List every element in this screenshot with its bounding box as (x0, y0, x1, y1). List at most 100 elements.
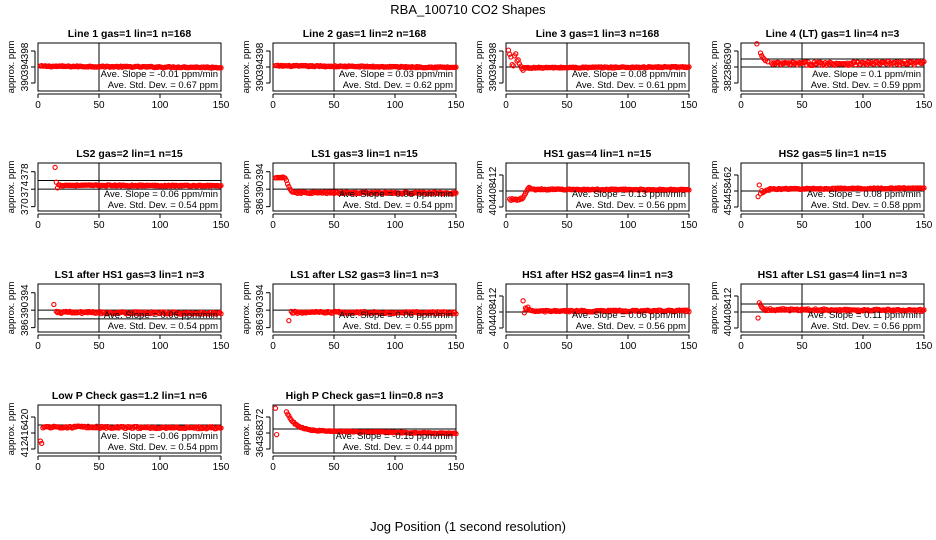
y-axis-title: approx. ppm (241, 403, 252, 456)
y-tick-label: 412 (723, 287, 734, 304)
x-tick-label: 50 (328, 462, 340, 473)
y-tick-label: 404 (488, 198, 499, 215)
chart-panel: LS2 gas=2 lin=1 n=15 0 50 100 150 370374378ap… (6, 148, 230, 231)
y-tick-label: 394 (255, 58, 266, 75)
data-point (803, 59, 809, 65)
x-tick-label: 50 (93, 341, 105, 352)
x-tick-label: 100 (387, 220, 404, 231)
y-axis-title: approx. ppm (241, 41, 252, 94)
x-tick-label: 50 (796, 100, 808, 111)
data-point (286, 183, 292, 190)
y-tick-label: 386 (20, 319, 31, 336)
x-tick-label: 0 (270, 341, 276, 352)
x-tick-label: 100 (855, 220, 872, 231)
slope-annotation: Ave. Slope = 0.08 ppm/min (572, 69, 686, 80)
x-tick-label: 0 (270, 220, 276, 231)
slope-annotation: Ave. Slope = 0.06 ppm/min (572, 310, 686, 321)
chart-title: Low P Check gas=1.2 lin=1 n=6 (52, 390, 207, 402)
data-point (519, 196, 525, 202)
std-dev-annotation: Ave. Std. Dev. = 0.54 ppm (108, 442, 218, 453)
x-tick-label: 0 (270, 462, 276, 473)
x-tick-label: 150 (916, 100, 933, 111)
chart-panel: Line 3 gas=1 lin=3 n=168 0 50 100 150 3903943… (474, 28, 698, 111)
chart-title: LS2 gas=2 lin=1 n=15 (76, 148, 183, 160)
slope-annotation: Ave. Slope = -0.01 ppm/min (101, 69, 218, 80)
x-tick-label: 0 (270, 100, 276, 111)
chart-panel: Low P Check gas=1.2 lin=1 n=6 0 50 100 150 41… (6, 390, 230, 473)
y-tick-label: 390 (20, 301, 31, 318)
slope-annotation: Ave. Slope = 0.06 ppm/min (104, 189, 218, 200)
y-axis-title: approx. ppm (474, 41, 485, 94)
data-point (272, 405, 279, 411)
x-tick-label: 50 (93, 462, 105, 473)
x-tick-label: 0 (35, 100, 41, 111)
chart-title: Line 3 gas=1 lin=3 n=168 (536, 28, 660, 40)
plot-frame (272, 162, 457, 212)
data-point (686, 64, 692, 70)
data-point (755, 315, 761, 321)
y-tick-label: 382 (723, 74, 734, 91)
chart-title: LS1 after LS2 gas=3 lin=1 n=3 (290, 269, 439, 281)
x-tick-label: 150 (448, 462, 465, 473)
chart-panel: High P Check gas=1 lin=0.8 n=3 0 50 100 150 3… (241, 390, 465, 473)
x-tick-label: 100 (152, 341, 169, 352)
data-point (453, 311, 459, 317)
y-tick-label: 412 (488, 166, 499, 183)
x-tick-label: 150 (681, 100, 698, 111)
slope-annotation: Ave. Slope = -0.06 ppm/min (101, 431, 218, 442)
data-point (756, 182, 762, 188)
plot-frame (505, 162, 690, 212)
y-tick-label: 404 (723, 319, 734, 336)
x-tick-label: 150 (448, 100, 465, 111)
data-point (218, 182, 224, 189)
chart-panel: Line 1 gas=1 lin=1 n=168 0 50 100 150 3903943… (6, 28, 230, 111)
slope-annotation: Ave. Slope = 0.1 ppm/min (812, 69, 921, 80)
data-point (686, 308, 692, 315)
chart-panel: HS1 after LS1 gas=4 lin=1 n=3 0 50 100 150 40… (709, 269, 933, 352)
y-axis-title: approx. ppm (474, 282, 485, 335)
x-tick-label: 50 (561, 220, 573, 231)
data-point (286, 318, 292, 324)
x-tick-label: 100 (152, 100, 169, 111)
y-axis-title: approx. ppm (6, 41, 17, 94)
x-tick-label: 100 (152, 220, 169, 231)
y-tick-label: 390 (20, 74, 31, 91)
y-tick-label: 408 (488, 303, 499, 320)
y-tick-label: 412 (488, 287, 499, 304)
data-point (51, 301, 57, 308)
y-tick-label: 394 (255, 284, 266, 301)
data-point (453, 190, 459, 196)
data-point (757, 50, 764, 56)
y-axis-title: approx. ppm (6, 403, 17, 456)
chart-title: Line 1 gas=1 lin=1 n=168 (68, 28, 192, 40)
y-tick-label: 390 (255, 301, 266, 318)
std-dev-annotation: Ave. Std. Dev. = 0.59 ppm (811, 80, 921, 91)
y-tick-label: 374 (20, 180, 31, 197)
slope-annotation: Ave. Slope = -0.15 ppm/min (336, 431, 453, 442)
std-dev-annotation: Ave. Std. Dev. = 0.56 ppm (576, 321, 686, 332)
chart-title: HS1 after HS2 gas=4 lin=1 n=3 (522, 269, 673, 281)
slope-annotation: Ave. Slope = 0.06 ppm/min (104, 310, 218, 321)
std-dev-annotation: Ave. Std. Dev. = 0.54 ppm (343, 200, 453, 211)
y-tick-label: 454 (723, 198, 734, 215)
slope-annotation: Ave. Slope = 0.13 ppm/min (572, 189, 686, 200)
x-tick-label: 50 (796, 220, 808, 231)
x-tick-label: 150 (448, 341, 465, 352)
std-dev-annotation: Ave. Std. Dev. = 0.67 ppm (108, 80, 218, 91)
y-axis-title: approx. ppm (709, 41, 720, 94)
data-point (453, 64, 459, 70)
chart-panel: HS1 after HS2 gas=4 lin=1 n=3 0 50 100 150 40… (474, 269, 698, 352)
x-tick-label: 0 (738, 100, 744, 111)
y-tick-label: 364 (255, 440, 266, 457)
chart-panel: HS1 gas=4 lin=1 n=15 0 50 100 150 404408412ap… (474, 148, 698, 231)
x-tick-label: 0 (503, 100, 509, 111)
y-tick-label: 394 (20, 58, 31, 75)
x-axis-caption: Jog Position (1 second resolution) (370, 519, 566, 534)
y-tick-label: 398 (488, 42, 499, 59)
data-point (453, 431, 459, 437)
x-tick-label: 50 (328, 341, 340, 352)
y-tick-label: 390 (255, 74, 266, 91)
x-tick-label: 0 (738, 220, 744, 231)
x-tick-label: 100 (387, 341, 404, 352)
